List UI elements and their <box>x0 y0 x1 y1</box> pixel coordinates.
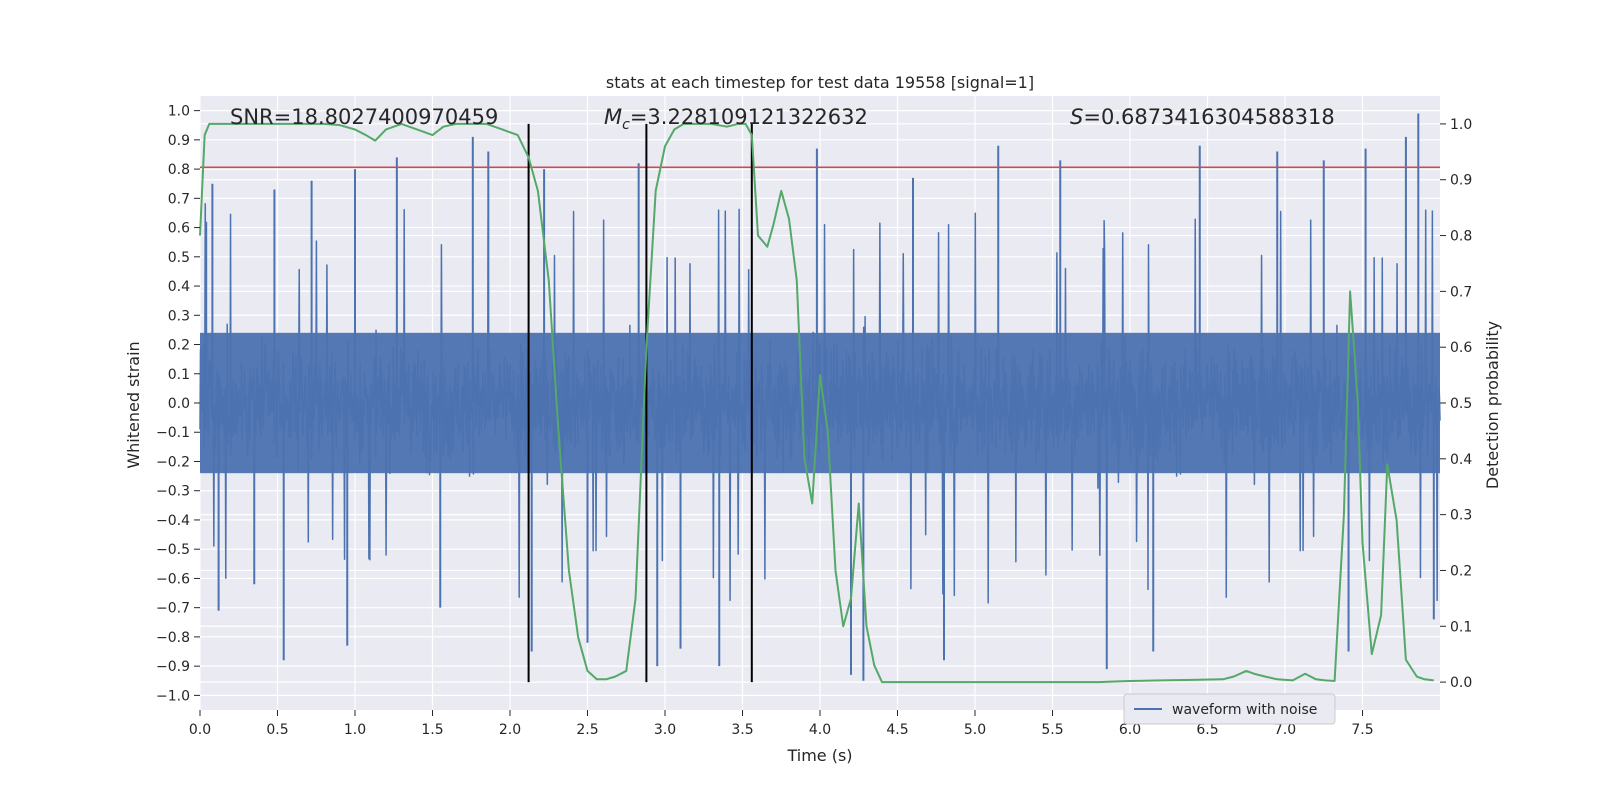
x-tick-label: 5.0 <box>964 722 986 738</box>
left-tick-label: 0.1 <box>168 367 190 383</box>
probability-series <box>199 122 1434 684</box>
right-tick-label: 0.5 <box>1450 396 1472 412</box>
legend-label-waveform: waveform with noise <box>1172 702 1317 718</box>
x-tick-label: 0.5 <box>266 722 288 738</box>
x-tick-label: 5.5 <box>1041 722 1063 738</box>
x-axis-ticks: 0.0 0.5 1.0 1.5 2.0 2.5 3.0 3.5 4.0 4.5 5.0 5.5 6.0 6… <box>189 710 1374 738</box>
x-tick-label: 1.5 <box>421 722 443 738</box>
y-axis-label: Whitened strain <box>124 341 143 468</box>
left-tick-label: −0.2 <box>156 454 190 470</box>
legend: waveform with noise <box>1123 693 1336 725</box>
right-tick-label: 0.3 <box>1450 508 1472 524</box>
left-tick-label: −0.6 <box>156 571 190 587</box>
x-tick-label: 7.0 <box>1274 722 1296 738</box>
x-tick-label: 4.0 <box>809 722 831 738</box>
right-tick-label: 0.8 <box>1450 229 1472 245</box>
waveform-core-band <box>200 332 1440 474</box>
sensitivity-value: =0.6873416304588318 <box>1083 105 1334 129</box>
left-axis-ticks: −1.0 −0.9 −0.8 −0.7 −0.6 −0.5 −0.4 −0.3 −0.2 −0.1… <box>156 104 200 704</box>
x-tick-label: 6.5 <box>1196 722 1218 738</box>
right-tick-label: 0.7 <box>1450 284 1472 300</box>
right-tick-label: 0.2 <box>1450 563 1472 579</box>
sensitivity-symbol: S <box>1070 105 1083 129</box>
chart-title: stats at each timestep for test data 195… <box>606 73 1034 92</box>
x-tick-label: 6.0 <box>1119 722 1141 738</box>
left-tick-label: −0.3 <box>156 484 190 500</box>
left-tick-label: −0.7 <box>156 601 190 617</box>
x-tick-label: 2.5 <box>576 722 598 738</box>
chirp-mass-value: =3.228109121322632 <box>630 105 868 129</box>
chirp-mass-annotation: Mc=3.228109121322632 <box>604 105 868 133</box>
x-tick-label: 0.0 <box>189 722 211 738</box>
x-tick-label: 3.5 <box>731 722 753 738</box>
x-tick-label: 3.0 <box>654 722 676 738</box>
left-tick-label: 0.5 <box>168 250 190 266</box>
right-axis-ticks: 0.0 0.1 0.2 0.3 0.4 0.5 0.6 0.7 0.8 0.9 1.0 <box>1440 117 1472 691</box>
left-tick-label: 0.8 <box>168 162 190 178</box>
right-tick-label: 0.4 <box>1450 452 1472 468</box>
left-tick-label: 0.9 <box>168 133 190 149</box>
x-tick-label: 4.5 <box>886 722 908 738</box>
chirp-mass-symbol: M <box>604 105 622 129</box>
chirp-mass-subscript: c <box>622 117 630 133</box>
right-tick-label: 1.0 <box>1450 117 1472 133</box>
left-tick-label: −0.1 <box>156 425 190 441</box>
left-tick-label: −1.0 <box>156 688 190 704</box>
x-axis-label: Time (s) <box>786 746 852 765</box>
x-tick-label: 1.0 <box>344 722 366 738</box>
x-tick-label: 2.0 <box>499 722 521 738</box>
x-tick-label: 7.5 <box>1351 722 1373 738</box>
vertical-markers <box>527 123 753 683</box>
left-tick-label: −0.8 <box>156 630 190 646</box>
left-tick-label: 0.3 <box>168 308 190 324</box>
legend-box <box>1123 693 1336 725</box>
left-tick-label: −0.5 <box>156 542 190 558</box>
left-tick-label: 0.0 <box>168 396 190 412</box>
right-tick-label: 0.9 <box>1450 173 1472 189</box>
left-tick-label: −0.4 <box>156 513 190 529</box>
snr-annotation: SNR=18.8027400970459 <box>230 105 498 129</box>
left-tick-label: 0.7 <box>168 191 190 207</box>
y2-axis-label: Detection probability <box>1483 321 1502 489</box>
right-tick-label: 0.0 <box>1450 675 1472 691</box>
probability-line <box>199 122 1434 684</box>
left-tick-label: −0.9 <box>156 659 190 675</box>
right-tick-label: 0.6 <box>1450 340 1472 356</box>
left-tick-label: 0.2 <box>168 338 190 354</box>
right-tick-label: 0.1 <box>1450 619 1472 635</box>
left-tick-label: 0.4 <box>168 279 190 295</box>
sensitivity-annotation: S=0.6873416304588318 <box>1070 105 1335 129</box>
waveform-series <box>199 113 1441 681</box>
left-tick-label: 1.0 <box>168 104 190 120</box>
left-tick-label: 0.6 <box>168 221 190 237</box>
